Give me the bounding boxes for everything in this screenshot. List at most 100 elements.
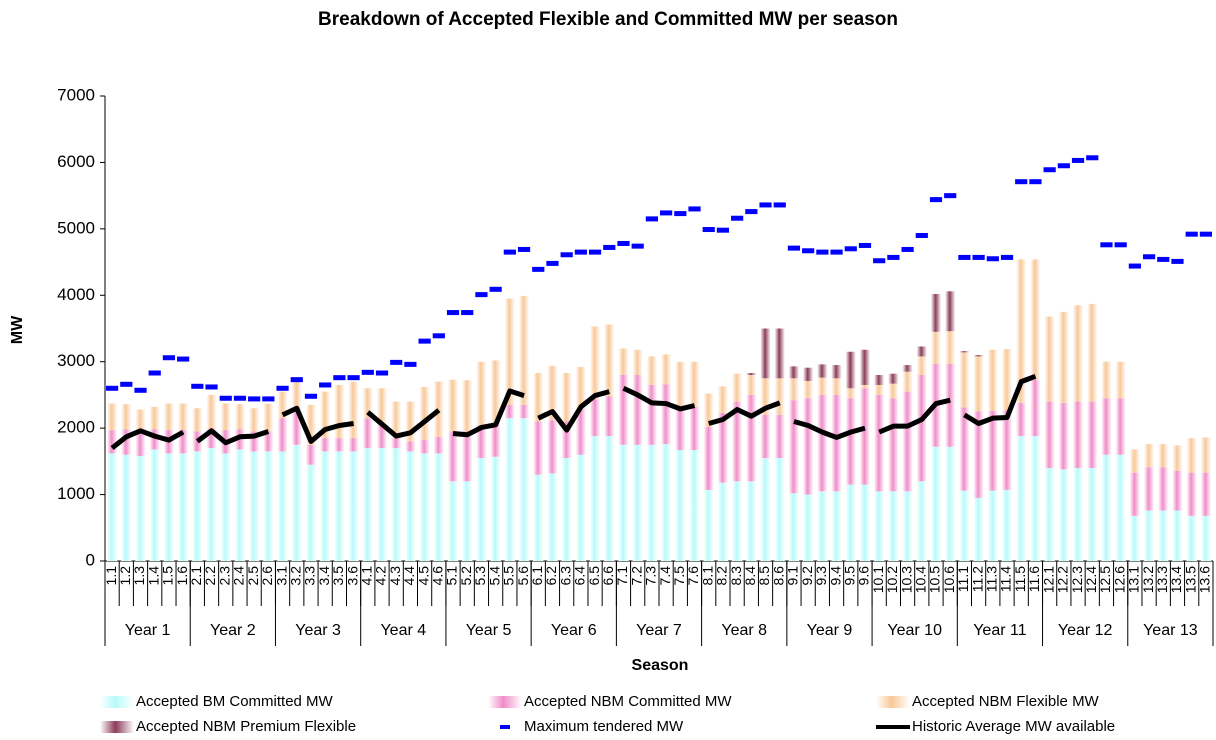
bar-segment [916, 356, 927, 375]
x-tick-label: 11.4 [998, 566, 1014, 592]
group-label: Year 8 [721, 622, 767, 639]
bar-segment [135, 409, 146, 430]
group-label: Year 5 [466, 622, 512, 639]
group-label: Year 9 [807, 622, 853, 639]
x-tick-label: 6.6 [600, 566, 616, 586]
bar-segment [1001, 410, 1013, 490]
y-tick-label: 6000 [57, 152, 95, 171]
bar-segment [149, 429, 160, 450]
bar-segment [320, 391, 331, 439]
bar-segment [135, 429, 146, 457]
historic-line [366, 408, 441, 439]
historic-line [878, 397, 951, 435]
bar-segment [817, 364, 828, 378]
x-tick-label: 8.6 [770, 566, 786, 586]
bar-segment [788, 400, 800, 494]
bar-segment [888, 491, 899, 561]
bar-segment [305, 444, 317, 465]
bar-segment [732, 481, 743, 561]
bar-segment [1129, 449, 1140, 473]
group-label: Year 1 [125, 622, 171, 639]
x-tick-label: 9.5 [841, 566, 857, 586]
group-label: Year 7 [636, 622, 682, 639]
bar-segment [391, 401, 402, 439]
bar-segment [376, 388, 388, 425]
x-tick-label: 13.6 [1197, 566, 1213, 593]
bar-segment [660, 384, 672, 445]
bar-segment [930, 446, 942, 561]
x-tick-label: 13.2 [1140, 566, 1156, 593]
bar-segment [959, 407, 970, 491]
x-tick-label: 10.2 [884, 566, 900, 593]
bar-segment [973, 411, 984, 498]
bar-segment [1072, 401, 1084, 468]
bar-segment [320, 451, 331, 561]
historic-line [622, 386, 696, 412]
x-tick-label: 2.5 [245, 566, 261, 586]
bar-segment [902, 391, 913, 492]
x-tick-label: 7.1 [614, 566, 630, 586]
x-tick-label: 2.3 [216, 566, 232, 586]
bar-segment [575, 454, 586, 561]
bar-segment [192, 451, 203, 561]
bar-segment [1158, 467, 1169, 511]
y-tick-label: 5000 [57, 218, 95, 237]
y-tick-label: 7000 [57, 85, 95, 104]
x-tick-label: 8.3 [728, 566, 744, 586]
bar-segment [1072, 468, 1084, 561]
x-tick-label: 5.2 [458, 566, 474, 586]
bar-segment [518, 295, 530, 405]
historic-line [195, 428, 270, 446]
group-label: Year 13 [1143, 622, 1198, 639]
x-tick-label: 13.5 [1182, 566, 1198, 593]
x-tick-label: 1.2 [117, 566, 133, 586]
bar-segment [178, 453, 189, 561]
bar-segment [689, 450, 700, 561]
x-tick-label: 4.1 [358, 566, 374, 586]
historic-line [708, 400, 781, 426]
x-tick-label: 10.5 [927, 566, 943, 593]
bar-segment [831, 378, 842, 395]
x-tick-label: 11.6 [1026, 566, 1042, 592]
bar-segment [675, 361, 686, 407]
x-tick-label: 4.2 [373, 566, 389, 586]
bar-segment [788, 366, 800, 379]
bar-segment [391, 438, 402, 449]
legend-label: Maximum tendered MW [524, 718, 684, 735]
bar-segment [291, 408, 302, 445]
x-tick-label: 2.1 [188, 566, 204, 586]
bar-segment [518, 418, 530, 561]
legend-label: Historic Average MW available [912, 718, 1115, 735]
bar-segment [803, 367, 814, 381]
bar-segment [902, 365, 913, 372]
bar-segment [433, 436, 444, 454]
bar-segment [760, 458, 771, 561]
historic-line [110, 428, 185, 451]
bar-segment [930, 293, 942, 332]
bar-segment [206, 448, 217, 561]
x-tick-label: 12.3 [1069, 566, 1085, 593]
bar-segment [376, 448, 388, 561]
bar-segment [1016, 259, 1027, 403]
bar-segment [945, 363, 956, 447]
group-label: Year 11 [973, 622, 1026, 639]
bar-segment [561, 458, 572, 561]
x-tick-label: 8.4 [742, 566, 758, 586]
bar-segment [220, 403, 231, 431]
bar-segment [788, 493, 800, 561]
legend-label: Accepted NBM Committed MW [524, 693, 732, 710]
legend-swatch [876, 696, 910, 708]
bar-segment [831, 394, 842, 492]
x-tick-label: 3.6 [344, 566, 360, 586]
x-tick-label: 9.1 [785, 566, 801, 586]
y-tick-label: 0 [86, 550, 95, 569]
x-tick-label: 1.4 [145, 566, 161, 586]
x-tick-label: 11.2 [969, 566, 985, 592]
bar-segment [760, 414, 771, 459]
bar-segment [1044, 468, 1055, 561]
bar-segment [504, 298, 515, 405]
x-tick-label: 9.3 [813, 566, 829, 586]
x-tick-label: 13.4 [1168, 566, 1184, 593]
bar-segment [732, 401, 743, 482]
